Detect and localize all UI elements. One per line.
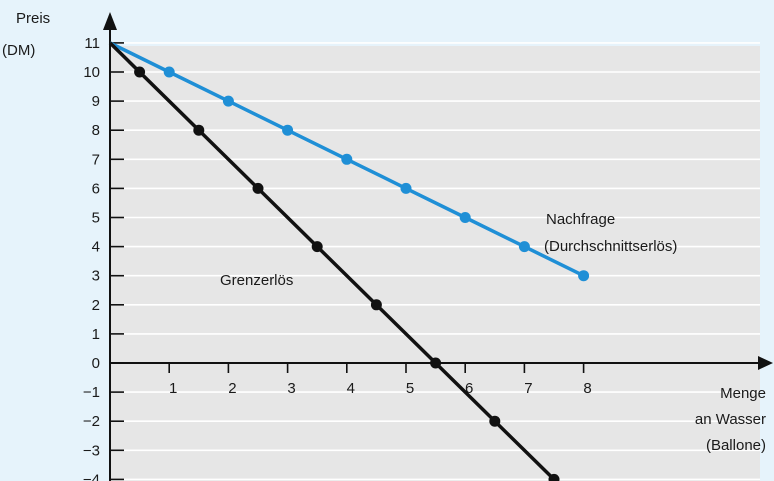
y-tick-label: 11 [84,35,100,52]
y-tick-label: 9 [92,93,100,110]
x-tick-labels: 1 2 3 4 5 6 7 8 [168,363,592,397]
x-tick-label: 3 [287,380,295,397]
data-point-nachfrage [282,124,294,136]
data-point-grenzerloes [252,182,264,194]
series-line-grenzerloes [108,41,556,481]
series [108,41,590,481]
data-point-grenzerloes [370,299,382,311]
x-axis-label-line3: (Ballone) [706,437,766,454]
data-point-grenzerloes [311,241,323,253]
x-axis-label-line2: an Wasser [695,411,766,428]
data-point-grenzerloes [134,66,146,78]
data-point-grenzerloes [193,124,205,136]
data-point-nachfrage [578,270,590,282]
y-tick-label: −2 [83,413,100,430]
series-label-nachfrage-line1: Nachfrage [546,211,615,228]
y-tick-label: 4 [92,239,100,256]
y-tick-label: 7 [92,151,100,168]
grid-lines [110,42,760,481]
x-axis-arrow [758,356,773,370]
y-tick-label: −4 [83,471,100,481]
x-tick-label: 4 [347,380,355,397]
data-point-grenzerloes [489,415,501,427]
x-tick-label: 1 [169,380,177,397]
data-point-nachfrage [518,241,530,253]
y-axis-arrow [103,12,117,30]
y-tick-label: 1 [92,326,100,343]
data-point-nachfrage [459,212,471,223]
y-tick-label: 0 [92,355,100,372]
x-axis-label-line1: Menge [720,385,766,402]
y-tick-label: 3 [92,268,100,285]
x-tick-label: 5 [406,380,414,397]
data-point-grenzerloes [548,473,560,481]
x-tick-label: 8 [583,380,591,397]
y-tick-label: 10 [83,64,100,81]
y-tick-label: −1 [83,384,100,401]
y-axis-label-line1: Preis [16,10,50,27]
y-tick-label: 6 [92,180,100,197]
y-tick-label: −3 [83,442,100,459]
data-point-nachfrage [222,95,234,107]
series-label-grenzerloes: Grenzerlös [220,272,293,289]
plot-area [110,46,760,481]
data-point-nachfrage [400,182,412,194]
y-tick-label: 5 [92,210,100,227]
y-tick-label: 2 [92,297,100,314]
y-axis-label-line2: (DM) [2,42,35,59]
y-tick-label: 8 [92,122,100,139]
x-tick-label: 7 [524,380,532,397]
series-label-nachfrage-line2: (Durchschnittserlös) [544,238,677,255]
data-point-nachfrage [341,153,353,165]
x-tick-label: 6 [465,380,473,397]
data-point-nachfrage [163,66,175,78]
data-point-grenzerloes [430,357,442,369]
x-tick-label: 2 [228,380,236,397]
